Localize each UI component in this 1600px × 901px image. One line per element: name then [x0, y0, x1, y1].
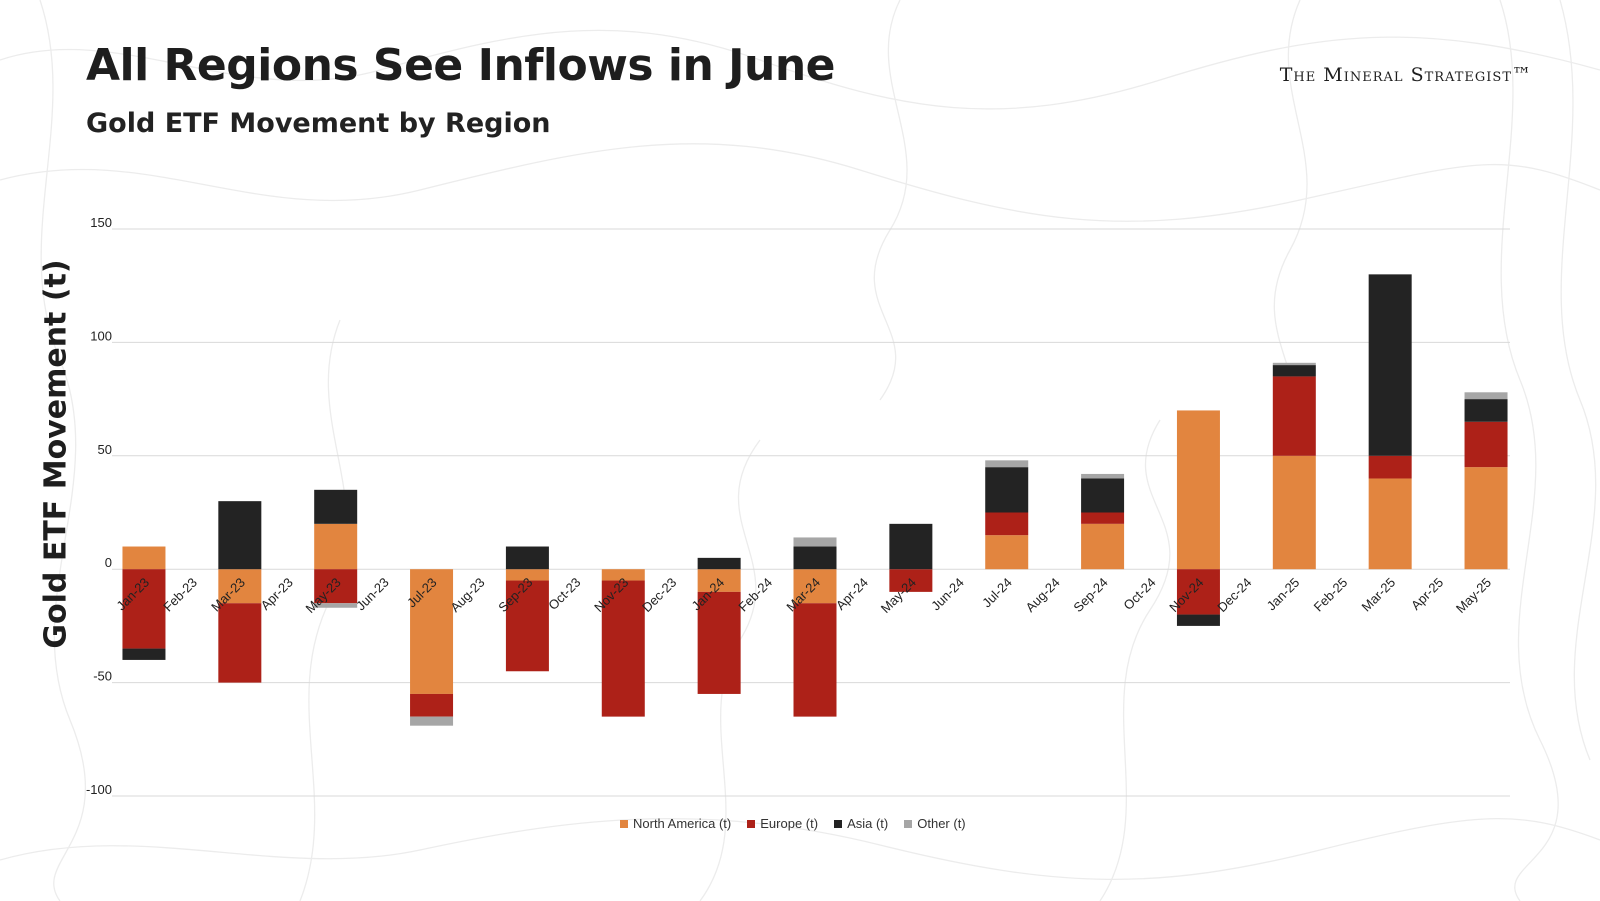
bar-north-america-jan-25: [1272, 455, 1316, 570]
x-tick-label: Dec-23: [639, 575, 679, 615]
bar-europe-may-24: [889, 569, 933, 592]
legend-label-asia: Asia (t): [847, 816, 889, 831]
x-tick-label: Apr-23: [258, 575, 296, 613]
x-tick-label: Jun-23: [353, 575, 392, 614]
x-tick-label: Feb-25: [1311, 575, 1351, 615]
y-tick-label: 150: [90, 215, 112, 230]
bar-europe-mar-24: [793, 603, 837, 717]
page-title: All Regions See Inflows in June: [86, 40, 835, 91]
bar-other-may-23: [314, 603, 358, 608]
chart-subtitle: Gold ETF Movement by Region: [86, 108, 551, 139]
bar-north-america-sep-24: [1081, 523, 1125, 570]
x-tick-label: Mar-25: [1359, 575, 1399, 615]
x-tick-label: Aug-23: [447, 575, 487, 615]
legend-swatch-other: [904, 819, 913, 828]
x-tick-label: Jan-25: [1264, 575, 1303, 614]
bar-europe-mar-23: [218, 603, 262, 683]
bar-north-america-jan-23: [122, 546, 166, 570]
x-tick-label: Oct-23: [545, 575, 583, 613]
bar-north-america-may-23: [314, 523, 358, 570]
x-tick-label: Feb-24: [735, 575, 775, 615]
bar-europe-jan-25: [1272, 376, 1316, 456]
bar-other-sep-24: [1081, 473, 1125, 479]
y-tick-label: -50: [93, 669, 112, 684]
bar-europe-nov-24: [1176, 569, 1220, 615]
bar-other-jul-24: [985, 460, 1029, 468]
bar-north-america-jul-23: [410, 569, 454, 694]
bar-europe-jul-24: [985, 512, 1029, 536]
bar-north-america-mar-25: [1368, 478, 1412, 570]
bar-north-america-jul-24: [985, 535, 1029, 570]
x-tick-label: Sep-24: [1070, 575, 1110, 615]
bar-asia-may-23: [314, 489, 358, 524]
x-tick-label: Feb-23: [160, 575, 200, 615]
legend-swatch-asia: [834, 819, 843, 828]
y-tick-label: -100: [86, 782, 112, 797]
legend-swatch-europe: [747, 819, 756, 828]
x-tick-label: Apr-24: [833, 575, 871, 613]
x-tick-label: Jun-24: [928, 575, 967, 614]
bar-north-america-may-25: [1464, 467, 1508, 570]
bar-asia-nov-24: [1176, 614, 1220, 626]
bar-europe-jan-24: [697, 591, 741, 694]
bar-europe-may-23: [314, 569, 358, 604]
bar-asia-may-24: [889, 523, 933, 570]
bar-europe-jan-23: [122, 569, 166, 649]
legend-label-north-america: North America (t): [633, 816, 732, 831]
bar-europe-mar-25: [1368, 455, 1412, 479]
bar-europe-sep-24: [1081, 512, 1125, 524]
bar-europe-jul-23: [410, 693, 454, 717]
bar-asia-jan-25: [1272, 365, 1316, 377]
bar-other-mar-24: [793, 537, 837, 547]
legend-item-north-america: North America (t): [620, 816, 731, 831]
bar-north-america-sep-23: [505, 569, 549, 581]
bar-asia-jan-24: [697, 557, 741, 570]
bar-north-america-nov-24: [1176, 410, 1220, 570]
y-tick-label: 100: [90, 328, 112, 343]
bar-other-may-25: [1464, 392, 1508, 400]
y-tick-label: 0: [105, 555, 112, 570]
x-tick-label: Oct-24: [1120, 575, 1158, 613]
bar-europe-sep-23: [505, 580, 549, 672]
bar-north-america-nov-23: [601, 569, 645, 581]
bar-other-jan-25: [1272, 362, 1316, 366]
legend-item-asia: Asia (t): [834, 816, 888, 831]
bar-asia-jan-23: [122, 648, 166, 660]
bar-north-america-jan-24: [697, 569, 741, 592]
x-tick-label: May-25: [1453, 575, 1494, 616]
bar-asia-may-25: [1464, 399, 1508, 422]
brand-logo: The Mineral Strategist™: [1279, 64, 1532, 86]
x-tick-label: Dec-24: [1214, 575, 1254, 615]
bar-europe-nov-23: [601, 580, 645, 717]
bar-north-america-mar-23: [218, 569, 262, 604]
bar-asia-mar-23: [218, 501, 262, 570]
bar-north-america-mar-24: [793, 569, 837, 604]
bar-asia-sep-23: [505, 546, 549, 570]
bar-asia-jul-24: [985, 467, 1029, 513]
bar-asia-mar-25: [1368, 274, 1412, 456]
bar-asia-mar-24: [793, 546, 837, 570]
x-tick-label: Jul-24: [979, 575, 1015, 611]
chart-legend: North America (t) Europe (t) Asia (t) Ot…: [620, 816, 966, 831]
legend-label-europe: Europe (t): [760, 816, 819, 831]
legend-swatch-north-america: [620, 819, 628, 828]
x-tick-label: Aug-24: [1023, 575, 1063, 615]
x-tick-label: Apr-25: [1408, 575, 1446, 613]
bar-europe-may-25: [1464, 421, 1508, 468]
y-tick-label: 50: [98, 442, 112, 457]
legend-item-other: Other (t): [904, 816, 966, 831]
legend-label-other: Other (t): [917, 816, 966, 831]
bar-other-jul-23: [410, 716, 454, 726]
legend-item-europe: Europe (t): [747, 816, 818, 831]
bar-asia-sep-24: [1081, 478, 1125, 513]
